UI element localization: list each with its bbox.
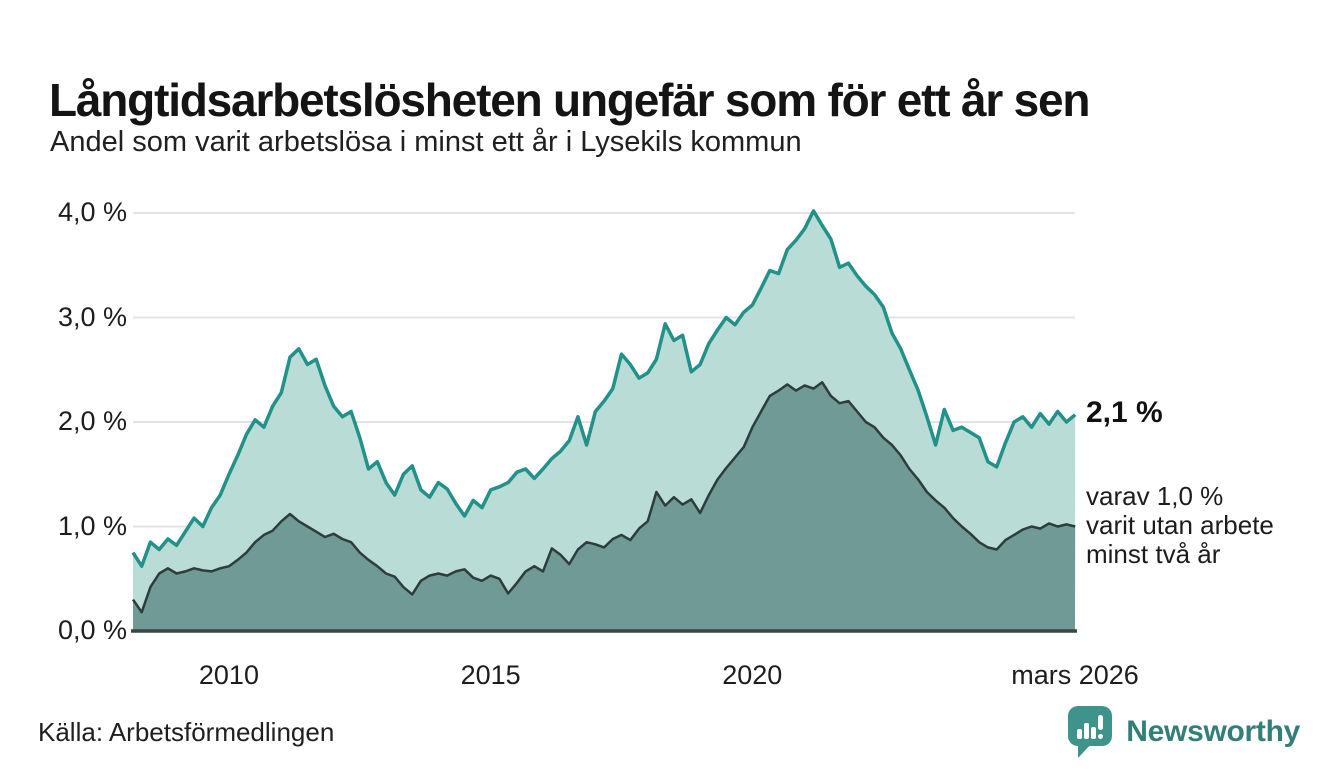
x-tick-label: mars 2026: [1011, 660, 1139, 690]
y-tick-label: 0,0 %: [57, 615, 127, 645]
series-end-label-two-years: varav 1,0 % varit utan arbete minst två …: [1086, 480, 1274, 569]
line-one-year: [131, 209, 1077, 568]
chart-subtitle: Andel som varit arbetslösa i minst ett å…: [50, 126, 802, 158]
y-tick-label: 1,0 %: [57, 510, 127, 541]
newsworthy-speech-bubble-chart-icon: [1068, 706, 1113, 758]
newsworthy-logo: Newsworthy: [1066, 704, 1300, 760]
end-label-line: varav 1,0 %: [1086, 480, 1224, 511]
end-label-line: varit utan arbete: [1086, 509, 1274, 540]
y-tick-label: 3,0 %: [57, 301, 127, 332]
line-two-years: [131, 381, 1076, 614]
x-tick-label: 2020: [722, 660, 783, 690]
y-tick-label: 4,0 %: [57, 197, 127, 227]
area-two-years: [133, 382, 1076, 631]
x-tick-label: 2010: [198, 660, 259, 690]
end-label-line: minst två år: [1086, 538, 1221, 569]
page-title: Långtidsarbetslösheten ungefär som för e…: [49, 73, 1091, 126]
series-end-label-one-year: 2,1 %: [1086, 395, 1163, 429]
y-tick-label: 2,0 %: [57, 406, 127, 436]
source-note: Källa: Arbetsförmedlingen: [38, 717, 335, 747]
newsworthy-wordmark: Newsworthy: [1126, 715, 1300, 748]
x-tick-label: 2015: [460, 660, 521, 690]
